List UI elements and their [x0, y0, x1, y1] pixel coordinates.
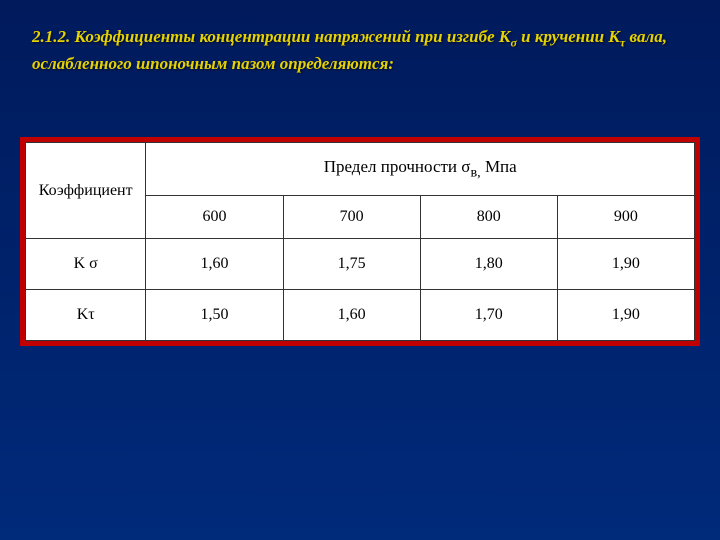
col-header-1: 700: [283, 196, 420, 239]
data-cell-1-1: 1,60: [283, 290, 420, 341]
data-cell-0-0: 1,60: [146, 239, 283, 290]
col-header-2: 800: [420, 196, 557, 239]
col-header-0: 600: [146, 196, 283, 239]
heading-prefix: 2.1.2. Коэффициенты концентрации напряже…: [32, 27, 510, 46]
data-cell-0-1: 1,75: [283, 239, 420, 290]
data-cell-0-2: 1,80: [420, 239, 557, 290]
row-label-1: Kτ: [26, 290, 146, 341]
merged-header-text: Предел прочности σ: [324, 157, 471, 176]
table-header-row-1: Коэффициент Предел прочности σв, Мпа: [26, 142, 695, 195]
table-wrapper: Коэффициент Предел прочности σв, Мпа 600…: [20, 137, 700, 346]
col-header-3: 900: [557, 196, 694, 239]
row-label-0: K σ: [26, 239, 146, 290]
merged-header-sub: в,: [470, 164, 480, 180]
table-row: Kτ 1,50 1,60 1,70 1,90: [26, 290, 695, 341]
merged-header: Предел прочности σв, Мпа: [146, 142, 695, 195]
data-cell-1-3: 1,90: [557, 290, 694, 341]
merged-header-unit: Мпа: [481, 157, 517, 176]
data-cell-1-0: 1,50: [146, 290, 283, 341]
heading-mid: и кручении К: [517, 27, 620, 46]
data-cell-1-2: 1,70: [420, 290, 557, 341]
heading-text: 2.1.2. Коэффициенты концентрации напряже…: [0, 0, 720, 87]
coefficients-table: Коэффициент Предел прочности σв, Мпа 600…: [25, 142, 695, 341]
row-label-header: Коэффициент: [26, 142, 146, 238]
table-row: K σ 1,60 1,75 1,80 1,90: [26, 239, 695, 290]
data-cell-0-3: 1,90: [557, 239, 694, 290]
